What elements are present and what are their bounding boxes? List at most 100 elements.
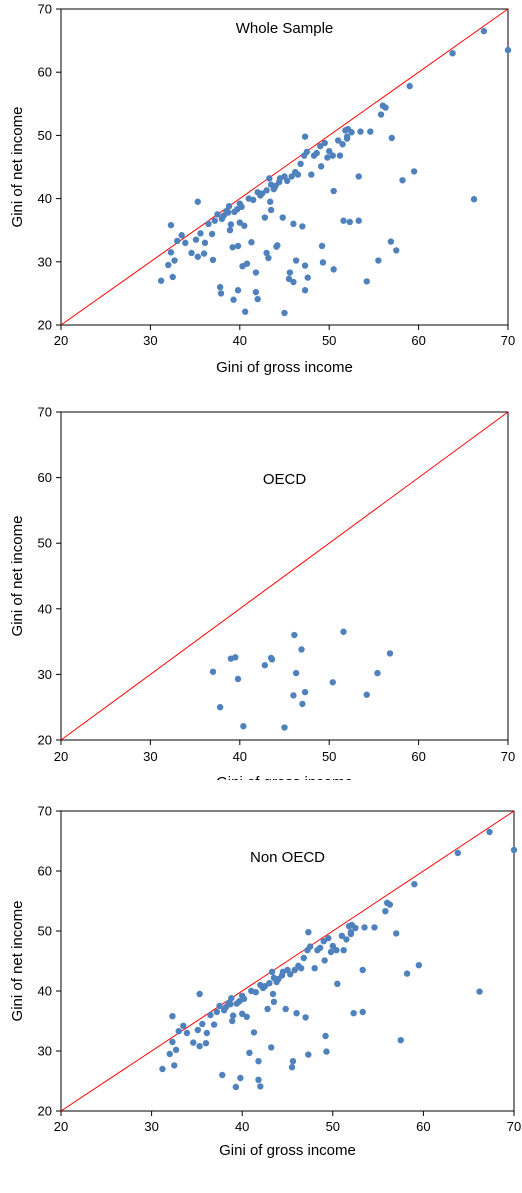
data-point [334,980,341,987]
data-point [267,206,275,214]
data-point [297,965,305,972]
data-point [302,1014,309,1021]
data-point [301,262,309,269]
data-point [196,990,203,998]
data-point [210,1021,218,1028]
scatter-chart-whole-sample: 20 30 40 50 60 70 20 30 40 50 60 70 Whole Sample Gini… [9,2,515,377]
data-point [290,220,297,228]
data-point [200,250,208,257]
y-axis-label: Gini of net income [9,107,26,228]
data-point [232,654,239,661]
x-tick-label: 70 [507,1119,521,1134]
x-tick-label: 70 [501,749,515,764]
data-point [305,1051,312,1058]
data-point [393,930,400,937]
data-point [237,1074,244,1082]
data-point [255,1076,262,1083]
data-point [234,242,242,250]
data-point [166,1050,173,1058]
data-point [268,656,276,663]
data-point [246,1049,253,1056]
data-point [190,1039,197,1046]
data-point [266,198,274,205]
data-point [399,177,406,184]
y-tick-label: 50 [38,536,52,551]
data-point [449,50,456,57]
data-point [182,239,189,247]
data-point [298,646,305,653]
data-point [387,238,395,245]
data-point [216,704,224,711]
data-point [329,679,336,686]
x-tick-label: 50 [326,1119,340,1134]
data-point [330,266,337,273]
data-point [243,1013,250,1020]
data-point [252,269,260,276]
data-point [234,675,242,683]
data-point [476,988,483,995]
y-tick-label: 20 [38,733,52,748]
data-point [169,1013,176,1020]
data-point [263,249,270,257]
y-tick-label: 30 [38,667,52,682]
data-point [486,828,493,836]
data-point [319,259,327,266]
y-axis-label: Gini of net income [9,901,26,1022]
data-point [343,133,351,140]
data-point [281,309,288,317]
data-point [343,936,350,943]
data-point [196,1043,203,1050]
x-tick-label: 40 [235,1119,249,1134]
data-point [282,1005,289,1013]
y-tick-label: 30 [38,254,52,269]
data-point [174,237,181,245]
data-point [281,724,288,731]
data-point [313,149,320,157]
y-tick-label: 50 [38,128,52,143]
chart-panel-oecd: 20 30 40 50 60 70 20 30 40 50 60 70 OECD Gini of gros… [0,400,522,781]
data-point [359,966,366,974]
data-point [311,965,318,972]
data-point [216,283,224,291]
data-point [333,947,340,954]
data-point [202,1040,210,1047]
data-point [350,1010,357,1017]
data-point [283,177,291,185]
data-point [270,998,278,1005]
data-point [352,924,359,932]
data-point [334,137,342,144]
reference-line-45-degree [60,411,509,741]
data-point [167,249,175,256]
data-point [285,275,293,283]
data-point [329,942,336,950]
data-point [229,1017,236,1025]
data-point [264,1005,271,1013]
data-point [393,247,400,254]
y-tick-label: 20 [38,1104,52,1119]
data-point [208,230,216,238]
data-point [194,198,201,205]
y-tick-label: 30 [38,1044,52,1059]
data-point [299,700,306,708]
data-point [252,989,259,996]
data-point [300,954,308,962]
data-point [410,168,418,175]
x-tick-label: 20 [54,1119,68,1134]
data-point [267,1044,275,1051]
data-point [238,203,245,211]
data-point [340,217,347,224]
data-point [157,277,165,284]
x-tick-label: 30 [144,1119,158,1134]
data-point [320,938,327,945]
x-tick-label: 70 [501,333,515,348]
x-tick-label: 50 [322,333,336,348]
data-point [250,196,257,204]
data-point [199,1020,206,1028]
x-axis-label: Gini of gross income [216,774,353,780]
data-point [316,944,324,951]
x-tick-label: 50 [322,749,336,764]
data-point [228,995,235,1002]
data-point [171,257,178,264]
data-point [175,1028,182,1035]
data-point [411,881,418,888]
